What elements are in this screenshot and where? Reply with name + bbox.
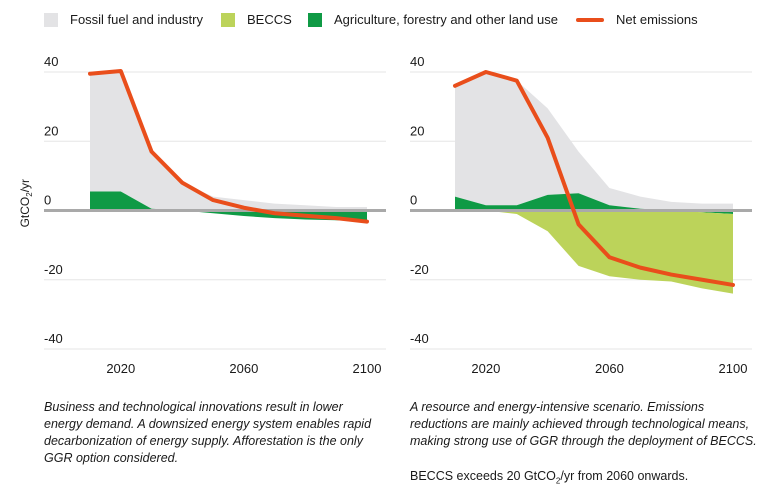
afolu-area-positive-left bbox=[90, 191, 367, 211]
y-axis-label: GtCO2/yr bbox=[17, 178, 35, 228]
y-tick-label-right: 40 bbox=[410, 54, 424, 69]
y-tick-label-right: 20 bbox=[410, 123, 424, 138]
x-tick-label-left: 2100 bbox=[353, 361, 382, 376]
caption-left-line: energy demand. A downsized energy system… bbox=[44, 417, 372, 431]
legend-swatch-fossil bbox=[44, 12, 58, 27]
caption-right-line: reductions are mainly achieved through t… bbox=[410, 417, 750, 431]
y-tick-label-left: -40 bbox=[44, 331, 63, 346]
y-tick-label-left: 0 bbox=[44, 193, 51, 208]
caption-right-line: making strong use of GGR through the dep… bbox=[410, 434, 757, 448]
caption-left: Business and technological innovations r… bbox=[44, 399, 374, 467]
legend-item-afolu: Agriculture, forestry and other land use bbox=[308, 12, 558, 27]
x-tick-label-right: 2020 bbox=[471, 361, 500, 376]
y-tick-label-right: -40 bbox=[410, 331, 429, 346]
caption-right-line: A resource and energy-intensive scenario… bbox=[410, 400, 705, 414]
legend-item-beccs: BECCS bbox=[221, 12, 292, 27]
caption-left-line: decarbonization of energy supply. Affore… bbox=[44, 434, 363, 448]
legend-item-fossil: Fossil fuel and industry bbox=[44, 12, 203, 27]
y-tick-label-right: -20 bbox=[410, 262, 429, 277]
caption-left-line: Business and technological innovations r… bbox=[44, 400, 343, 414]
legend-swatch-afolu bbox=[308, 12, 322, 27]
legend-swatch-beccs bbox=[221, 12, 235, 27]
fossil-area-right bbox=[455, 72, 733, 211]
net-emissions-line-right bbox=[453, 70, 735, 287]
y-tick-label-left: 20 bbox=[44, 123, 58, 138]
x-tick-label-left: 2020 bbox=[106, 361, 135, 376]
y-tick-label-left: -20 bbox=[44, 262, 63, 277]
net-emissions-line-left bbox=[88, 68, 369, 224]
caption-left-line: GGR option considered. bbox=[44, 451, 179, 465]
legend-label-fossil: Fossil fuel and industry bbox=[70, 12, 203, 27]
beccs-area-right bbox=[455, 210, 733, 294]
beccs-note: BECCS exceeds 20 GtCO2/yr from 2060 onwa… bbox=[410, 469, 689, 486]
y-tick-label-left: 40 bbox=[44, 54, 58, 69]
legend-label-afolu: Agriculture, forestry and other land use bbox=[334, 12, 559, 27]
afolu-area-positive-right bbox=[455, 193, 733, 211]
fossil-area-left bbox=[90, 70, 367, 211]
legend-swatch-net bbox=[576, 17, 604, 22]
legend-label-net: Net emissions bbox=[616, 12, 698, 27]
legend-label-beccs: BECCS bbox=[247, 12, 292, 27]
x-tick-label-right: 2060 bbox=[595, 361, 624, 376]
x-tick-label-right: 2100 bbox=[719, 361, 748, 376]
legend-item-net: Net emissions bbox=[576, 12, 698, 27]
caption-right: A resource and energy-intensive scenario… bbox=[410, 399, 760, 450]
x-tick-label-left: 2060 bbox=[229, 361, 258, 376]
y-tick-label-right: 0 bbox=[410, 193, 417, 208]
